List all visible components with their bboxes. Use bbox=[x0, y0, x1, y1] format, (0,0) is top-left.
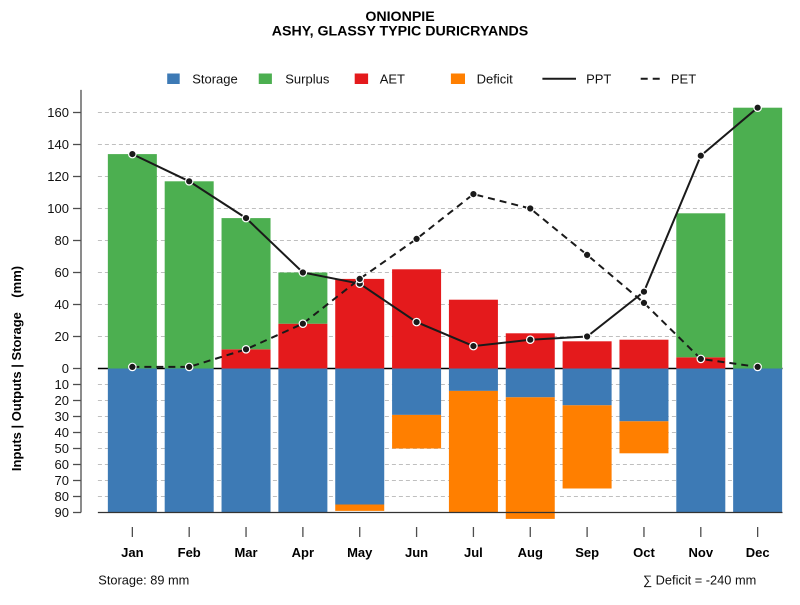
svg-text:80: 80 bbox=[55, 489, 69, 504]
svg-text:AET: AET bbox=[380, 71, 405, 86]
svg-text:Jun: Jun bbox=[405, 545, 428, 560]
svg-text:20: 20 bbox=[55, 393, 69, 408]
svg-text:May: May bbox=[347, 545, 373, 560]
svg-text:40: 40 bbox=[55, 297, 69, 312]
svg-text:60: 60 bbox=[55, 265, 69, 280]
svg-text:20: 20 bbox=[55, 329, 69, 344]
svg-text:90: 90 bbox=[55, 505, 69, 520]
svg-text:Inputs | Outputs | Storage: Inputs | Outputs | Storage (mm) bbox=[9, 266, 24, 471]
svg-text:Sep: Sep bbox=[575, 545, 599, 560]
svg-text:70: 70 bbox=[55, 473, 69, 488]
svg-text:Storage: Storage bbox=[192, 71, 238, 86]
svg-text:ASHY, GLASSY TYPIC DURICRYANDS: ASHY, GLASSY TYPIC DURICRYANDS bbox=[272, 24, 528, 40]
svg-text:80: 80 bbox=[55, 233, 69, 248]
svg-text:10: 10 bbox=[55, 377, 69, 392]
svg-text:0: 0 bbox=[62, 361, 69, 376]
svg-text:Deficit: Deficit bbox=[477, 71, 514, 86]
svg-text:140: 140 bbox=[47, 137, 69, 152]
svg-text:Oct: Oct bbox=[633, 545, 655, 560]
svg-text:160: 160 bbox=[47, 105, 69, 120]
svg-text:Nov: Nov bbox=[689, 545, 714, 560]
svg-text:Mar: Mar bbox=[234, 545, 257, 560]
svg-text:Surplus: Surplus bbox=[285, 71, 330, 86]
svg-text:Jan: Jan bbox=[121, 545, 143, 560]
svg-text:Dec: Dec bbox=[746, 545, 770, 560]
svg-text:50: 50 bbox=[55, 441, 69, 456]
svg-text:40: 40 bbox=[55, 425, 69, 440]
svg-text:Apr: Apr bbox=[292, 545, 314, 560]
svg-text:Storage: 89 mm: Storage: 89 mm bbox=[98, 573, 189, 588]
svg-text:Feb: Feb bbox=[178, 545, 201, 560]
svg-text:∑ Deficit = -240 mm: ∑ Deficit = -240 mm bbox=[643, 573, 756, 588]
svg-text:120: 120 bbox=[47, 169, 69, 184]
svg-text:ONIONPIE: ONIONPIE bbox=[365, 9, 434, 25]
svg-text:100: 100 bbox=[47, 201, 69, 216]
svg-text:30: 30 bbox=[55, 409, 69, 424]
svg-text:Aug: Aug bbox=[518, 545, 543, 560]
svg-text:PPT: PPT bbox=[586, 71, 611, 86]
svg-text:Jul: Jul bbox=[464, 545, 483, 560]
svg-text:PET: PET bbox=[671, 71, 696, 86]
svg-text:60: 60 bbox=[55, 457, 69, 472]
